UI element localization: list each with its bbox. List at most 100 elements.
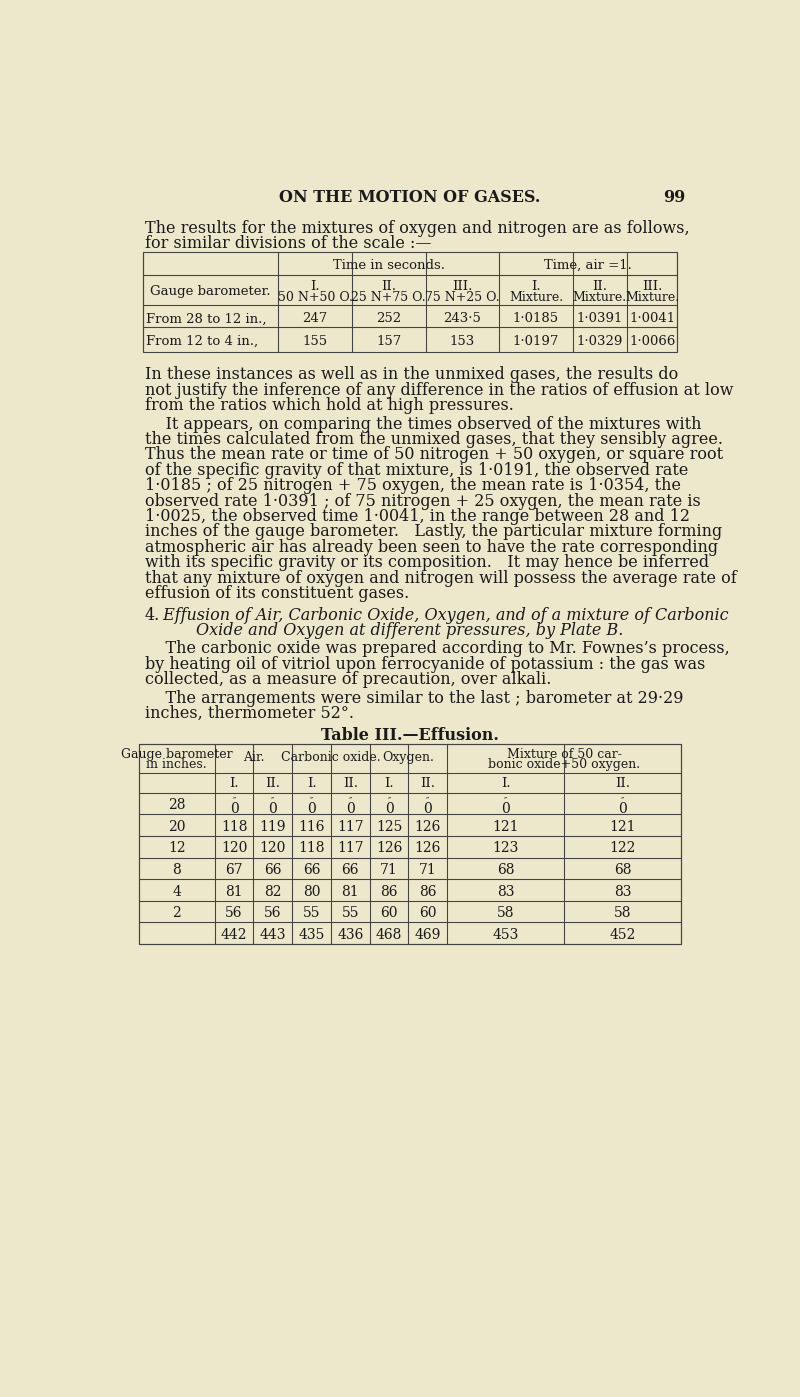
Text: 58: 58 (497, 907, 514, 921)
Text: 82: 82 (264, 884, 282, 898)
Text: the times calculated from the unmixed gases, that they sensibly agree.: the times calculated from the unmixed ga… (145, 432, 723, 448)
Text: II.: II. (266, 778, 280, 791)
Text: 153: 153 (450, 335, 475, 348)
Text: I.: I. (310, 279, 320, 293)
Text: It appears, on comparing the times observed of the mixtures with: It appears, on comparing the times obser… (145, 415, 702, 433)
Text: 28: 28 (168, 798, 186, 812)
Text: Air.: Air. (242, 752, 264, 764)
Text: 118: 118 (298, 841, 325, 855)
Text: ″: ″ (387, 796, 390, 806)
Text: of the specific gravity of that mixture, is 1·0191, the observed rate: of the specific gravity of that mixture,… (145, 462, 688, 479)
Text: Oxide and Oxygen at different pressures, by Plate B.: Oxide and Oxygen at different pressures,… (196, 622, 624, 638)
Text: I.: I. (384, 778, 394, 791)
Text: The results for the mixtures of oxygen and nitrogen are as follows,: The results for the mixtures of oxygen a… (145, 219, 690, 237)
Text: Oxygen.: Oxygen. (382, 752, 434, 764)
Text: 60: 60 (419, 907, 437, 921)
Text: bonic oxide+50 oxygen.: bonic oxide+50 oxygen. (488, 759, 640, 771)
Text: inches of the gauge barometer.   Lastly, the particular mixture forming: inches of the gauge barometer. Lastly, t… (145, 524, 722, 541)
Text: II.: II. (381, 279, 396, 293)
Text: not justify the inference of any difference in the ratios of effusion at low: not justify the inference of any differe… (145, 381, 734, 398)
Text: 0: 0 (307, 802, 316, 816)
Text: 86: 86 (419, 884, 437, 898)
Text: ON THE MOTION OF GASES.: ON THE MOTION OF GASES. (279, 189, 541, 207)
Text: 71: 71 (419, 863, 437, 877)
Text: 0: 0 (502, 802, 510, 816)
Text: 1·0197: 1·0197 (513, 335, 559, 348)
Text: 118: 118 (221, 820, 247, 834)
Text: with its specific gravity or its composition.   It may hence be inferred: with its specific gravity or its composi… (145, 555, 709, 571)
Text: 120: 120 (221, 841, 247, 855)
Text: 0: 0 (385, 802, 394, 816)
Text: 436: 436 (337, 928, 363, 942)
Text: 122: 122 (610, 841, 636, 855)
Text: In these instances as well as in the unmixed gases, the results do: In these instances as well as in the unm… (145, 366, 678, 383)
Text: 20: 20 (168, 820, 186, 834)
Text: From 12 to 4 in.,: From 12 to 4 in., (146, 335, 258, 348)
Text: 119: 119 (259, 820, 286, 834)
Text: 1·0025, the observed time 1·0041, in the range between 28 and 12: 1·0025, the observed time 1·0041, in the… (145, 509, 690, 525)
Text: 121: 121 (610, 820, 636, 834)
Text: 81: 81 (226, 884, 243, 898)
Text: 86: 86 (380, 884, 398, 898)
Text: Thus the mean rate or time of 50 nitrogen + 50 oxygen, or square root: Thus the mean rate or time of 50 nitroge… (145, 447, 723, 464)
Text: 0: 0 (423, 802, 432, 816)
Text: that any mixture of oxygen and nitrogen will possess the average rate of: that any mixture of oxygen and nitrogen … (145, 570, 737, 587)
Text: 1·0391: 1·0391 (577, 313, 623, 326)
Text: 58: 58 (614, 907, 631, 921)
Text: 66: 66 (342, 863, 359, 877)
Text: 4.: 4. (145, 606, 160, 623)
Text: 55: 55 (303, 907, 320, 921)
Text: 117: 117 (337, 841, 364, 855)
Text: 443: 443 (259, 928, 286, 942)
Text: I.: I. (306, 778, 316, 791)
Text: atmospheric air has already been seen to have the rate corresponding: atmospheric air has already been seen to… (145, 539, 718, 556)
Text: 8: 8 (172, 863, 181, 877)
Text: I.: I. (501, 778, 510, 791)
Text: III.: III. (642, 279, 662, 293)
Text: 83: 83 (497, 884, 514, 898)
Text: 0: 0 (269, 802, 278, 816)
Bar (142, 253, 678, 352)
Text: from the ratios which hold at high pressures.: from the ratios which hold at high press… (145, 397, 514, 414)
Text: 55: 55 (342, 907, 359, 921)
Text: 50 N+50 O.: 50 N+50 O. (278, 291, 353, 303)
Text: ″: ″ (349, 796, 352, 806)
Text: inches, thermometer 52°.: inches, thermometer 52°. (145, 705, 354, 722)
Text: From 28 to 12 in.,: From 28 to 12 in., (146, 313, 267, 326)
Text: Gauge barometer: Gauge barometer (121, 749, 233, 761)
Text: 2: 2 (172, 907, 181, 921)
Text: 12: 12 (168, 841, 186, 855)
Text: 0: 0 (346, 802, 354, 816)
Text: ″: ″ (271, 796, 274, 806)
Text: 1·0185: 1·0185 (513, 313, 559, 326)
Text: 123: 123 (493, 841, 519, 855)
Text: 1·0066: 1·0066 (629, 335, 675, 348)
Text: 0: 0 (618, 802, 627, 816)
Text: 452: 452 (610, 928, 636, 942)
Text: Gauge barometer.: Gauge barometer. (150, 285, 270, 298)
Text: II.: II. (615, 778, 630, 791)
Text: 81: 81 (342, 884, 359, 898)
Text: 117: 117 (337, 820, 364, 834)
Text: 1·0329: 1·0329 (577, 335, 623, 348)
Text: II.: II. (343, 778, 358, 791)
Text: Time in seconds.: Time in seconds. (333, 258, 445, 271)
Text: Mixture.: Mixture. (509, 291, 563, 303)
Text: II.: II. (592, 279, 607, 293)
Text: ″: ″ (310, 796, 314, 806)
Text: Carbonic oxide.: Carbonic oxide. (281, 752, 381, 764)
Text: Mixture.: Mixture. (625, 291, 679, 303)
Text: 56: 56 (264, 907, 282, 921)
Text: 4: 4 (172, 884, 181, 898)
Text: Effusion of Air, Carbonic Oxide, Oxygen, and of a mixture of Carbonic: Effusion of Air, Carbonic Oxide, Oxygen,… (158, 606, 729, 623)
Text: 56: 56 (226, 907, 243, 921)
Text: ″: ″ (426, 796, 430, 806)
Text: Mixture.: Mixture. (573, 291, 627, 303)
Text: I.: I. (531, 279, 541, 293)
Text: observed rate 1·0391 ; of 75 nitrogen + 25 oxygen, the mean rate is: observed rate 1·0391 ; of 75 nitrogen + … (145, 493, 701, 510)
Text: by heating oil of vitriol upon ferrocyanide of potassium : the gas was: by heating oil of vitriol upon ferrocyan… (145, 655, 706, 673)
Text: ″: ″ (621, 796, 625, 806)
Text: ″: ″ (504, 796, 507, 806)
Text: 435: 435 (298, 928, 325, 942)
Text: 247: 247 (302, 313, 328, 326)
